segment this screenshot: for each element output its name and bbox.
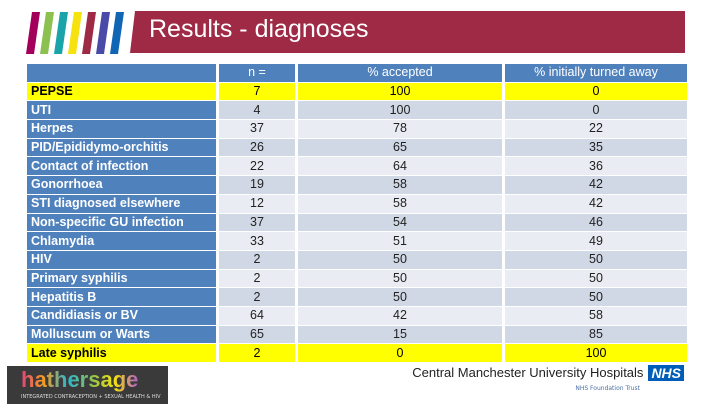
cell-turned-away: 35: [505, 138, 687, 157]
cell-accepted: 51: [298, 232, 502, 250]
row-label: UTI: [27, 101, 216, 120]
cell-accepted: 50: [298, 269, 502, 288]
cell-n: 4: [219, 101, 295, 120]
cell-turned-away: 0: [505, 101, 687, 120]
row-label: HIV: [27, 250, 216, 269]
cell-accepted: 50: [298, 250, 502, 269]
stripe: [82, 12, 96, 54]
logo-word: hathersage: [21, 367, 139, 392]
row-label: Gonorrhoea: [27, 176, 216, 194]
column-header-n: n =: [219, 64, 295, 82]
cell-n: 22: [219, 157, 295, 176]
table-row: PID/Epididymo-orchitis 26 65 35: [27, 138, 687, 157]
cell-accepted: 65: [298, 138, 502, 157]
cell-turned-away: 49: [505, 232, 687, 250]
cell-n: 26: [219, 138, 295, 157]
cell-turned-away: 36: [505, 157, 687, 176]
table-header-row: n = % accepted % initially turned away: [27, 64, 687, 82]
cell-turned-away: 22: [505, 120, 687, 138]
cell-turned-away: 46: [505, 213, 687, 232]
hathersage-logo: hathersage INTEGRATED CONTRACEPTION + SE…: [7, 366, 168, 404]
cell-n: 19: [219, 176, 295, 194]
row-label: Primary syphilis: [27, 269, 216, 288]
cell-accepted: 100: [298, 101, 502, 120]
stripes-logo: [26, 12, 124, 54]
stripe: [96, 12, 110, 54]
row-label: Contact of infection: [27, 157, 216, 176]
cell-accepted: 42: [298, 306, 502, 325]
cell-accepted: 15: [298, 325, 502, 344]
row-label: Herpes: [27, 120, 216, 138]
cell-turned-away: 58: [505, 306, 687, 325]
cell-turned-away: 42: [505, 176, 687, 194]
cell-turned-away: 50: [505, 288, 687, 306]
cell-turned-away: 100: [505, 344, 687, 362]
cell-turned-away: 0: [505, 82, 687, 101]
table-row: Candidiasis or BV 64 42 58: [27, 306, 687, 325]
table-row: Herpes 37 78 22: [27, 120, 687, 138]
cell-n: 7: [219, 82, 295, 101]
cell-n: 12: [219, 194, 295, 213]
title-banner: [130, 11, 685, 53]
cell-accepted: 78: [298, 120, 502, 138]
table-row: UTI 4 100 0: [27, 101, 687, 120]
logo-tagline: INTEGRATED CONTRACEPTION + SEXUAL HEALTH…: [21, 394, 161, 400]
diagnoses-table: n = % accepted % initially turned away P…: [24, 63, 690, 363]
row-label: Hepatitis B: [27, 288, 216, 306]
trust-name: Central Manchester University Hospitals: [412, 365, 644, 380]
table-row: Late syphilis 2 0 100: [27, 344, 687, 362]
cell-turned-away: 85: [505, 325, 687, 344]
table-row: Primary syphilis 2 50 50: [27, 269, 687, 288]
row-label: Molluscum or Warts: [27, 325, 216, 344]
cell-n: 2: [219, 288, 295, 306]
column-header-label: [27, 64, 216, 82]
cell-turned-away: 50: [505, 250, 687, 269]
cell-accepted: 0: [298, 344, 502, 362]
row-label: Late syphilis: [27, 344, 216, 362]
foundation-trust-label: NHS Foundation Trust: [575, 385, 640, 392]
table-row: Chlamydia 33 51 49: [27, 232, 687, 250]
column-header-turned-away: % initially turned away: [505, 64, 687, 82]
cell-accepted: 58: [298, 176, 502, 194]
table-row: PEPSE 7 100 0: [27, 82, 687, 101]
cell-n: 2: [219, 344, 295, 362]
cell-turned-away: 50: [505, 269, 687, 288]
row-label: Non-specific GU infection: [27, 213, 216, 232]
cell-n: 37: [219, 120, 295, 138]
stripe: [68, 12, 82, 54]
table-row: Molluscum or Warts 65 15 85: [27, 325, 687, 344]
cell-accepted: 54: [298, 213, 502, 232]
table-row: Hepatitis B 2 50 50: [27, 288, 687, 306]
cell-accepted: 64: [298, 157, 502, 176]
table-row: STI diagnosed elsewhere 12 58 42: [27, 194, 687, 213]
column-header-accepted: % accepted: [298, 64, 502, 82]
cell-accepted: 58: [298, 194, 502, 213]
stripe: [110, 12, 124, 54]
table-row: Contact of infection 22 64 36: [27, 157, 687, 176]
stripe: [40, 12, 54, 54]
table-row: HIV 2 50 50: [27, 250, 687, 269]
row-label: Chlamydia: [27, 232, 216, 250]
cell-n: 64: [219, 306, 295, 325]
row-label: PEPSE: [27, 82, 216, 101]
cell-accepted: 100: [298, 82, 502, 101]
cell-turned-away: 42: [505, 194, 687, 213]
cell-accepted: 50: [298, 288, 502, 306]
table-row: Gonorrhoea 19 58 42: [27, 176, 687, 194]
table-row: Non-specific GU infection 37 54 46: [27, 213, 687, 232]
cell-n: 33: [219, 232, 295, 250]
stripe: [54, 12, 68, 54]
row-label: Candidiasis or BV: [27, 306, 216, 325]
row-label: PID/Epididymo-orchitis: [27, 138, 216, 157]
nhs-logo: NHS: [648, 365, 684, 381]
cell-n: 65: [219, 325, 295, 344]
cell-n: 2: [219, 250, 295, 269]
cell-n: 37: [219, 213, 295, 232]
trust-logo: Central Manchester University Hospitals …: [412, 365, 684, 381]
cell-n: 2: [219, 269, 295, 288]
page-title: Results - diagnoses: [149, 15, 369, 43]
stripe: [26, 12, 40, 54]
row-label: STI diagnosed elsewhere: [27, 194, 216, 213]
